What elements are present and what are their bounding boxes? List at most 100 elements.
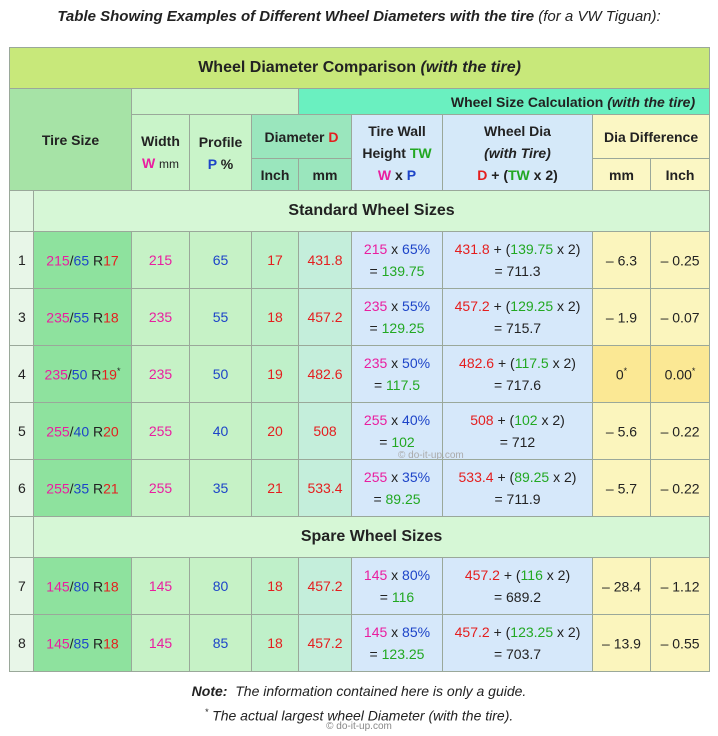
tire-size: 235/50 R19* <box>33 345 132 403</box>
wall-result: 117.5 <box>386 377 421 393</box>
dia-total: 689.2 <box>506 589 542 605</box>
wall-x: x <box>391 298 399 314</box>
tire-profile: 85 <box>73 635 90 652</box>
tire-r: R <box>93 252 104 269</box>
diff-inch-value: – 0.25 <box>660 252 700 269</box>
diameter-inch-cell: 21 <box>251 459 299 517</box>
wall-percent: 55% <box>402 298 431 314</box>
row-number: 5 <box>9 402 34 460</box>
dia-plus: + ( <box>497 469 515 485</box>
dia-x2: x 2) <box>546 567 571 583</box>
wall-width: 145 <box>363 567 388 583</box>
row-number: 6 <box>9 459 34 517</box>
diff-inch-value: – 0.07 <box>660 309 700 326</box>
diff-inch-value: – 0.55 <box>660 635 700 652</box>
width-cell: 235 <box>131 345 190 403</box>
diameter-inch-cell: 18 <box>251 288 299 346</box>
wheel-dia-header: Wheel Dia (with Tire) D + (TW x 2) <box>442 114 593 191</box>
diff-inch-value: 0.00 <box>664 366 692 383</box>
slash: / <box>69 480 74 497</box>
diff-mm-value: – 6.3 <box>605 252 638 269</box>
width-cell: 235 <box>131 288 190 346</box>
dia-mm: 457.2 <box>454 298 490 314</box>
spare-rows: 7 145/80 R18 145 80 18 457.2 145 x 80% = 116 457… <box>9 557 711 672</box>
wheel-dia-cell: 457.2 + (116 x 2) = 689.2 <box>442 557 593 615</box>
dia-plus: + ( <box>493 624 511 640</box>
diff-star: * <box>623 365 628 376</box>
tire-r: R <box>93 480 104 497</box>
dia-tw: 117.5 <box>514 355 549 371</box>
diameter-mm-cell: 457.2 <box>298 288 352 346</box>
wall-result: 102 <box>391 434 415 450</box>
row-number: 7 <box>9 557 34 615</box>
tire-r: R <box>93 635 104 652</box>
tire-wall-cell: 255 x 35% = 89.25 <box>351 459 443 517</box>
dia-eq: = <box>499 434 508 450</box>
wheel-dia-cell: 431.8 + (139.75 x 2) = 711.3 <box>442 231 593 289</box>
wall-percent: 40% <box>402 412 431 428</box>
diameter-inch-cell: 20 <box>251 402 299 460</box>
diff-mm-cell: – 5.7 <box>592 459 651 517</box>
diameter-mm-header: mm <box>298 158 352 191</box>
spare-section: Spare Wheel Sizes <box>9 516 711 558</box>
wall-width: 235 <box>363 298 388 314</box>
diameter-header: Diameter D <box>251 114 352 159</box>
tire-profile: 55 <box>73 309 90 326</box>
calc-header: Wheel Size Calculation (with the tire) <box>297 88 711 115</box>
wall-eq: = <box>369 320 378 336</box>
wall-result: 129.25 <box>381 320 425 336</box>
diff-mm-cell: 0* <box>592 345 651 403</box>
table-row: 3 235/55 R18 235 55 18 457.2 235 x 55% = 129.25… <box>9 288 711 346</box>
diameter-inch-header: Inch <box>251 158 299 191</box>
tire-wall-cell: 215 x 65% = 139.75 <box>351 231 443 289</box>
wall-eq: = <box>369 646 378 662</box>
section-spare: Spare Wheel Sizes <box>32 516 711 558</box>
dia-total: 711.3 <box>506 263 541 279</box>
tire-diameter: 18 <box>103 309 119 326</box>
dia-total: 711.9 <box>506 491 541 507</box>
tire-r: R <box>91 366 102 383</box>
tire-r: R <box>93 423 104 440</box>
wall-eq: = <box>373 491 382 507</box>
dia-plus: + ( <box>493 241 511 257</box>
profile-cell: 35 <box>189 459 252 517</box>
note-text-2: The actual largest wheel Diameter (with … <box>212 707 514 724</box>
wall-width: 235 <box>363 355 388 371</box>
wheel-dia-cell: 457.2 + (123.25 x 2) = 703.7 <box>442 614 593 672</box>
dia-mm: 431.8 <box>454 241 490 257</box>
note-star: * <box>204 707 209 717</box>
tire-size: 255/40 R20 <box>33 402 132 460</box>
diff-mm-cell: – 5.6 <box>592 402 651 460</box>
tire-size: 215/65 R17 <box>33 231 132 289</box>
tire-diameter: 18 <box>103 635 119 652</box>
dia-eq: = <box>493 377 503 393</box>
tire-wall-cell: 145 x 80% = 116 <box>351 557 443 615</box>
diff-inch-cell: – 0.22 <box>649 459 711 517</box>
heading-sub: (for a VW Tiguan): <box>538 8 661 25</box>
diff-mm-header: mm <box>592 158 651 191</box>
wall-percent: 50% <box>402 355 431 371</box>
diameter-mm-cell: 457.2 <box>298 614 352 672</box>
tire-wall-cell: 235 x 55% = 129.25 <box>351 288 443 346</box>
slash: / <box>69 309 74 326</box>
diff-inch-cell: – 0.07 <box>649 288 711 346</box>
table-head: Wheel Diameter Comparison (with the tire… <box>8 47 711 232</box>
diameter-inch-cell: 17 <box>251 231 299 289</box>
diff-inch-cell: – 0.25 <box>649 231 711 289</box>
heading-main: Table Showing Examples of Different Whee… <box>57 8 535 25</box>
tire-width: 235 <box>46 309 70 326</box>
wall-eq: = <box>369 263 378 279</box>
table-row: 8 145/85 R18 145 85 18 457.2 145 x 85% = 123.25… <box>9 614 711 672</box>
tire-width: 255 <box>46 480 70 497</box>
note-text: The information contained here is only a… <box>235 683 527 699</box>
wall-x: x <box>391 355 399 371</box>
diff-inch-cell: 0.00* <box>649 345 711 403</box>
diff-inch-value: – 0.22 <box>660 480 700 497</box>
diff-inch-value: – 1.12 <box>660 578 700 595</box>
table-row: 7 145/80 R18 145 80 18 457.2 145 x 80% = 116 457… <box>9 557 711 615</box>
copyright: © do-it-up.com <box>326 721 392 732</box>
tire-diameter: 18 <box>103 578 119 595</box>
tire-r: R <box>93 578 104 595</box>
dia-x2: x 2) <box>541 412 565 428</box>
dia-total: 712 <box>511 434 536 450</box>
